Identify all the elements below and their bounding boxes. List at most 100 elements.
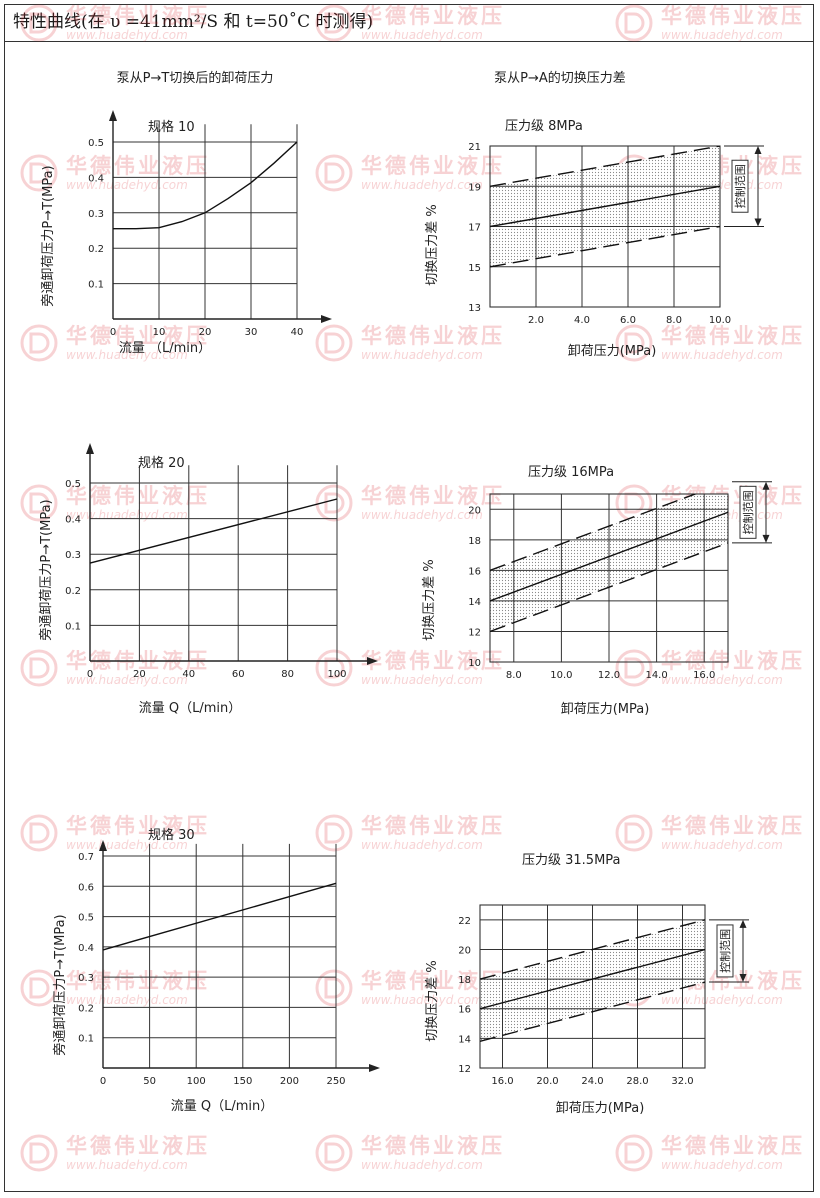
arrow-up-icon (762, 481, 770, 490)
series-line (102, 882, 337, 951)
y-axis-label: 旁通卸荷压力P→T(MPa) (40, 165, 56, 306)
x-tick-label: 80 (281, 669, 294, 680)
header-bar: 特性曲线(在 υ =41mm²/S 和 t=50˚C 时测得) (4, 4, 814, 42)
arrow-down-icon (739, 974, 747, 983)
series-line (113, 141, 298, 230)
y-axis-label: 旁通卸荷压力P→T(MPa) (38, 499, 54, 640)
y-axis-label: 切换压力差 % (425, 204, 440, 286)
y-tick-label: 0.7 (78, 852, 94, 863)
chart-title: 压力级 31.5MPa (522, 853, 621, 868)
y-tick-label: 0.4 (65, 515, 81, 526)
y-tick-label: 14 (458, 1034, 471, 1045)
x-tick-label: 28.0 (626, 1076, 648, 1087)
control-range-label: 控制范围 (718, 929, 732, 973)
series-line-dashed (480, 981, 705, 1042)
series-line (490, 185, 720, 228)
control-range-box (731, 159, 749, 213)
y-axis-arrow-icon (109, 110, 117, 121)
control-range-box (739, 485, 757, 539)
y-tick-label: 13 (468, 303, 481, 314)
x-tick-label: 60 (232, 669, 245, 680)
y-tick-label: 0.4 (88, 173, 104, 184)
y-axis-arrow-icon (99, 840, 107, 851)
y-axis-label: 切换压力差 % (422, 559, 437, 641)
chart-title: 压力级 16MPa (528, 465, 614, 480)
x-tick-label: 0 (110, 327, 116, 338)
x-tick-label: 20.0 (536, 1076, 558, 1087)
control-range-label: 控制范围 (741, 490, 755, 534)
x-tick-label: 100 (187, 1076, 206, 1087)
x-tick-label: 4.0 (574, 315, 590, 326)
y-tick-label: 0.5 (65, 479, 81, 490)
x-axis-label: 流量 Q（L/min） (171, 1099, 274, 1114)
y-tick-label: 19 (468, 182, 481, 193)
x-tick-label: 30 (245, 327, 258, 338)
x-axis-label: 卸荷压力(MPa) (568, 343, 657, 359)
y-tick-label: 22 (458, 916, 471, 927)
x-tick-label: 0 (100, 1076, 106, 1087)
y-axis-label: 切换压力差 % (425, 960, 440, 1042)
x-tick-label: 32.0 (671, 1076, 693, 1087)
y-tick-label: 0.3 (65, 550, 81, 561)
y-tick-label: 18 (468, 536, 481, 547)
x-tick-label: 6.0 (620, 315, 636, 326)
y-tick-label: 0.2 (88, 244, 104, 255)
chart-title: 规格 20 (138, 455, 185, 471)
y-axis-arrow-icon (86, 443, 94, 454)
x-tick-label: 12.0 (598, 670, 620, 681)
chart-title: 压力级 8MPa (505, 119, 583, 134)
x-axis-arrow-icon (321, 315, 332, 323)
y-tick-label: 0.2 (78, 1003, 94, 1014)
x-tick-label: 10.0 (550, 670, 572, 681)
y-tick-label: 20 (458, 945, 471, 956)
y-tick-label: 0.1 (78, 1034, 94, 1045)
x-tick-label: 8.0 (666, 315, 682, 326)
y-tick-label: 0.1 (65, 621, 81, 632)
x-tick-label: 16.0 (693, 670, 715, 681)
y-tick-label: 0.6 (78, 882, 94, 893)
x-tick-label: 200 (280, 1076, 299, 1087)
y-tick-label: 12 (458, 1064, 471, 1075)
y-tick-label: 20 (468, 505, 481, 516)
arrow-up-icon (754, 146, 762, 154)
y-tick-label: 14 (468, 597, 481, 608)
y-tick-label: 21 (468, 142, 481, 153)
series-line-dashed (490, 542, 728, 633)
y-tick-label: 15 (468, 263, 481, 274)
y-tick-label: 0.1 (88, 280, 104, 291)
x-axis-label: 流量 Q（L/min） (139, 701, 242, 716)
y-tick-label: 0.2 (65, 586, 81, 597)
y-tick-label: 16 (458, 1005, 471, 1016)
chart-title: 规格 10 (148, 119, 195, 135)
x-tick-label: 10.0 (709, 315, 731, 326)
y-tick-label: 10 (468, 658, 481, 669)
y-axis-label: 旁通卸荷压力P→T(MPa) (52, 914, 68, 1055)
y-tick-label: 0.3 (78, 973, 94, 984)
x-tick-label: 14.0 (645, 670, 667, 681)
x-tick-label: 100 (327, 669, 346, 680)
x-axis-label: 卸荷压力(MPa) (561, 701, 650, 717)
x-tick-label: 50 (143, 1076, 156, 1087)
page-title: 特性曲线(在 υ =41mm²/S 和 t=50˚C 时测得) (13, 12, 374, 32)
x-tick-label: 24.0 (581, 1076, 603, 1087)
y-tick-label: 0.5 (88, 138, 104, 149)
page-frame (4, 4, 814, 1192)
series-line-dashed (490, 146, 720, 187)
y-tick-label: 0.4 (78, 943, 94, 954)
x-tick-label: 250 (326, 1076, 345, 1087)
left-section-title: 泵从P→T切换后的卸荷压力 (117, 70, 274, 86)
control-range-box (716, 924, 734, 978)
x-axis-label: 流量 （L/min） (119, 341, 211, 356)
control-range-label: 控制范围 (733, 164, 747, 208)
y-tick-label: 12 (468, 627, 481, 638)
right-section-title: 泵从P→A的切换压力差 (494, 70, 626, 86)
x-tick-label: 150 (233, 1076, 252, 1087)
x-axis-arrow-icon (367, 657, 378, 665)
y-tick-label: 0.5 (78, 913, 94, 924)
arrow-down-icon (754, 218, 762, 227)
x-tick-label: 10 (153, 327, 166, 338)
x-axis-label: 卸荷压力(MPa) (556, 1100, 645, 1116)
x-axis-arrow-icon (369, 1064, 380, 1072)
y-tick-label: 0.3 (88, 209, 104, 220)
